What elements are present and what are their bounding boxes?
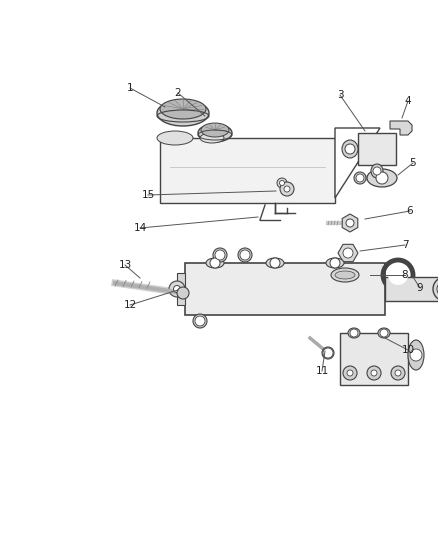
- Text: 5: 5: [410, 158, 416, 168]
- Ellipse shape: [157, 100, 209, 126]
- Ellipse shape: [342, 140, 358, 158]
- Ellipse shape: [331, 268, 359, 282]
- Ellipse shape: [378, 328, 390, 338]
- Text: 15: 15: [141, 190, 155, 200]
- Circle shape: [391, 366, 405, 380]
- Circle shape: [279, 181, 285, 185]
- Circle shape: [215, 250, 225, 260]
- Ellipse shape: [433, 277, 438, 301]
- Polygon shape: [338, 244, 358, 262]
- Text: 11: 11: [315, 366, 328, 376]
- Circle shape: [395, 370, 401, 376]
- Circle shape: [330, 258, 340, 268]
- Text: 9: 9: [417, 283, 423, 293]
- Circle shape: [277, 178, 287, 188]
- Circle shape: [376, 172, 388, 184]
- FancyBboxPatch shape: [358, 133, 396, 165]
- Ellipse shape: [354, 172, 366, 184]
- Circle shape: [270, 258, 280, 268]
- Ellipse shape: [335, 271, 355, 279]
- Circle shape: [343, 248, 353, 258]
- Polygon shape: [390, 121, 412, 135]
- FancyBboxPatch shape: [160, 138, 335, 203]
- Circle shape: [169, 281, 185, 297]
- Ellipse shape: [266, 258, 284, 268]
- Circle shape: [371, 370, 377, 376]
- Text: 2: 2: [175, 88, 181, 98]
- Text: 6: 6: [407, 206, 413, 216]
- Circle shape: [210, 258, 220, 268]
- Text: 1: 1: [127, 83, 133, 93]
- Circle shape: [350, 329, 358, 337]
- Ellipse shape: [388, 265, 408, 285]
- Circle shape: [346, 219, 354, 227]
- Ellipse shape: [201, 123, 229, 137]
- Circle shape: [373, 167, 381, 175]
- Ellipse shape: [193, 314, 207, 328]
- Text: 4: 4: [405, 96, 411, 106]
- Circle shape: [195, 316, 205, 326]
- Circle shape: [280, 182, 294, 196]
- FancyBboxPatch shape: [340, 333, 408, 385]
- Circle shape: [177, 287, 189, 299]
- Ellipse shape: [213, 248, 227, 262]
- Ellipse shape: [206, 258, 224, 268]
- Circle shape: [240, 250, 250, 260]
- Ellipse shape: [408, 340, 424, 370]
- Circle shape: [410, 349, 422, 361]
- Text: 13: 13: [118, 260, 132, 270]
- Text: 12: 12: [124, 300, 137, 310]
- FancyBboxPatch shape: [185, 263, 385, 315]
- Text: 10: 10: [402, 345, 414, 355]
- Circle shape: [437, 281, 438, 297]
- Ellipse shape: [157, 131, 193, 145]
- Ellipse shape: [160, 99, 206, 119]
- Ellipse shape: [371, 164, 383, 178]
- Circle shape: [323, 348, 333, 358]
- Circle shape: [380, 329, 388, 337]
- Circle shape: [356, 174, 364, 182]
- Text: 3: 3: [337, 90, 343, 100]
- Text: 8: 8: [402, 270, 408, 280]
- Ellipse shape: [198, 124, 232, 142]
- Text: 14: 14: [134, 223, 147, 233]
- Ellipse shape: [238, 248, 252, 262]
- Circle shape: [284, 186, 290, 192]
- Polygon shape: [177, 273, 185, 305]
- Polygon shape: [335, 128, 380, 198]
- Ellipse shape: [326, 258, 344, 268]
- Circle shape: [173, 286, 180, 293]
- Circle shape: [367, 366, 381, 380]
- Text: 7: 7: [402, 240, 408, 250]
- FancyBboxPatch shape: [385, 277, 438, 301]
- Ellipse shape: [348, 328, 360, 338]
- Polygon shape: [342, 214, 358, 232]
- Circle shape: [345, 144, 355, 154]
- Ellipse shape: [322, 347, 334, 359]
- Ellipse shape: [200, 133, 224, 143]
- Circle shape: [343, 366, 357, 380]
- Ellipse shape: [367, 169, 397, 187]
- Circle shape: [347, 370, 353, 376]
